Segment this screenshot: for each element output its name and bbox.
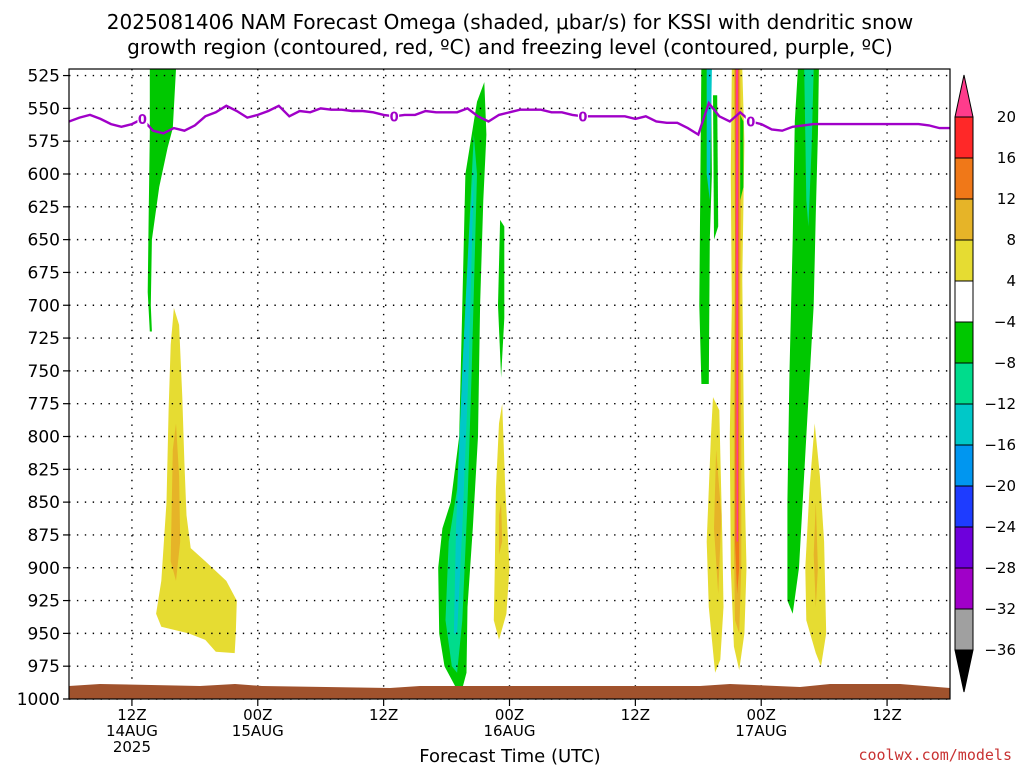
terrain-ground-band	[69, 684, 950, 699]
y-tick-label-625: 625	[28, 198, 60, 218]
freezing-level-contour: 0 0 0 0	[69, 100, 950, 137]
y-tick-label-550: 550	[28, 99, 60, 119]
freezing-level-line	[69, 100, 950, 137]
x-tick-label-42-0: 00Z	[495, 706, 524, 724]
x-tick-label-42-1: 16AUG	[484, 722, 536, 740]
y-tick-label-850: 850	[28, 493, 60, 513]
credit-text: coolwx.com/models	[858, 746, 1012, 764]
freezing-label-bg-3	[745, 113, 756, 129]
y-tick-label-525: 525	[28, 67, 60, 87]
omega-region-17	[736, 69, 739, 542]
ground-terrain	[69, 684, 950, 699]
x-tick-label-66-0: 00Z	[747, 706, 776, 724]
y-tick-label-1000: 1000	[17, 690, 60, 710]
colorbar-label-10: −24	[984, 518, 1016, 536]
colorbar-top-arrow	[954, 74, 974, 118]
colorbar-label-9: −20	[984, 477, 1016, 495]
colorbar-label-12: −32	[984, 600, 1016, 618]
freezing-level-label-0: 0	[138, 113, 147, 128]
colorbar-box-6	[954, 362, 974, 405]
freezing-label-bg-0	[137, 110, 148, 126]
colorbar-box-12	[954, 608, 974, 651]
x-tick-label-6-1: 14AUG	[106, 722, 158, 740]
omega-shading-layer	[147, 69, 827, 693]
omega-region-0	[147, 69, 176, 332]
y-tick-label-900: 900	[28, 559, 60, 579]
colorbar-label-0: 20	[997, 108, 1016, 126]
colorbar-box-10	[954, 526, 974, 569]
colorbar-box-1	[954, 157, 974, 200]
freezing-label-bg-1	[389, 108, 400, 124]
x-tick-label-18-1: 15AUG	[232, 722, 284, 740]
y-tick-label-975: 975	[28, 657, 60, 677]
colorbar-box-3	[954, 239, 974, 282]
x-axis-label: Forecast Time (UTC)	[419, 746, 600, 767]
colorbar-bottom-arrow	[954, 649, 974, 693]
colorbar-box-4	[954, 280, 974, 323]
omega-region-8	[499, 502, 503, 555]
x-tick-label-18-0: 00Z	[243, 706, 272, 724]
y-tick-label-800: 800	[28, 428, 60, 448]
colorbar-label-5: −4	[994, 313, 1016, 331]
colorbar-box-11	[954, 567, 974, 610]
colorbar-label-8: −16	[984, 436, 1016, 454]
colorbar-label-1: 16	[997, 149, 1016, 167]
colorbar-box-8	[954, 444, 974, 487]
y-tick-label-675: 675	[28, 263, 60, 283]
colorbar-label-11: −28	[984, 559, 1016, 577]
omega-region-18	[740, 114, 744, 201]
y-tick-label-950: 950	[28, 624, 60, 644]
y-tick-label-825: 825	[28, 460, 60, 480]
omega-region-13	[714, 449, 722, 594]
colorbar-box-2	[954, 198, 974, 241]
colorbar-label-7: −12	[984, 395, 1016, 413]
omega-region-6	[498, 219, 505, 378]
x-tick-label-54-0: 12Z	[621, 706, 650, 724]
y-tick-label-650: 650	[28, 231, 60, 251]
y-tick-label-600: 600	[28, 165, 60, 185]
colorbar-box-7	[954, 403, 974, 446]
x-tick-label-6-2: 2025	[113, 738, 151, 756]
x-tick-label-66-1: 17AUG	[735, 722, 787, 740]
y-tick-label-700: 700	[28, 296, 60, 316]
y-tick-label-775: 775	[28, 395, 60, 415]
colorbar-label-13: −36	[984, 641, 1016, 659]
colorbar-box-0	[954, 116, 974, 159]
x-tick-label-6-0: 12Z	[117, 706, 146, 724]
y-axis-ticks: 525 550 575 600 625 650 675 700 725 750 775 800 825 8…	[17, 67, 69, 710]
omega-region-2	[170, 423, 181, 581]
freezing-level-label-3: 0	[746, 116, 755, 131]
colorbar-label-3: 8	[1006, 231, 1016, 249]
colorbar-label-6: −8	[994, 354, 1016, 372]
y-tick-label-575: 575	[28, 132, 60, 152]
omega-region-5	[453, 174, 474, 634]
freezing-level-label-1: 0	[390, 110, 399, 125]
omega-region-23	[813, 502, 818, 608]
omega-region-1	[156, 307, 237, 654]
omega-region-11	[713, 95, 719, 240]
chart-title-line1: 2025081406 NAM Forecast Omega (shaded, μ…	[107, 10, 913, 34]
freezing-level-label-2: 0	[578, 110, 587, 125]
colorbar: 20 16 12 8 4 −4 −8 −12 −16 −20 −24 −28 −32 −36	[954, 74, 1016, 693]
x-tick-label-30-0: 12Z	[369, 706, 398, 724]
freezing-label-bg-2	[577, 108, 588, 124]
y-tick-label-750: 750	[28, 362, 60, 382]
colorbar-label-2: 12	[997, 190, 1016, 208]
y-tick-label-925: 925	[28, 592, 60, 612]
colorbar-box-9	[954, 485, 974, 528]
omega-region-20	[804, 69, 814, 227]
colorbar-box-5	[954, 321, 974, 364]
x-tick-label-78-0: 12Z	[872, 706, 901, 724]
chart-title-line2: growth region (contoured, red, ºC) and f…	[127, 35, 893, 59]
colorbar-label-4: 4	[1006, 272, 1016, 290]
y-tick-label-875: 875	[28, 526, 60, 546]
y-tick-label-725: 725	[28, 329, 60, 349]
